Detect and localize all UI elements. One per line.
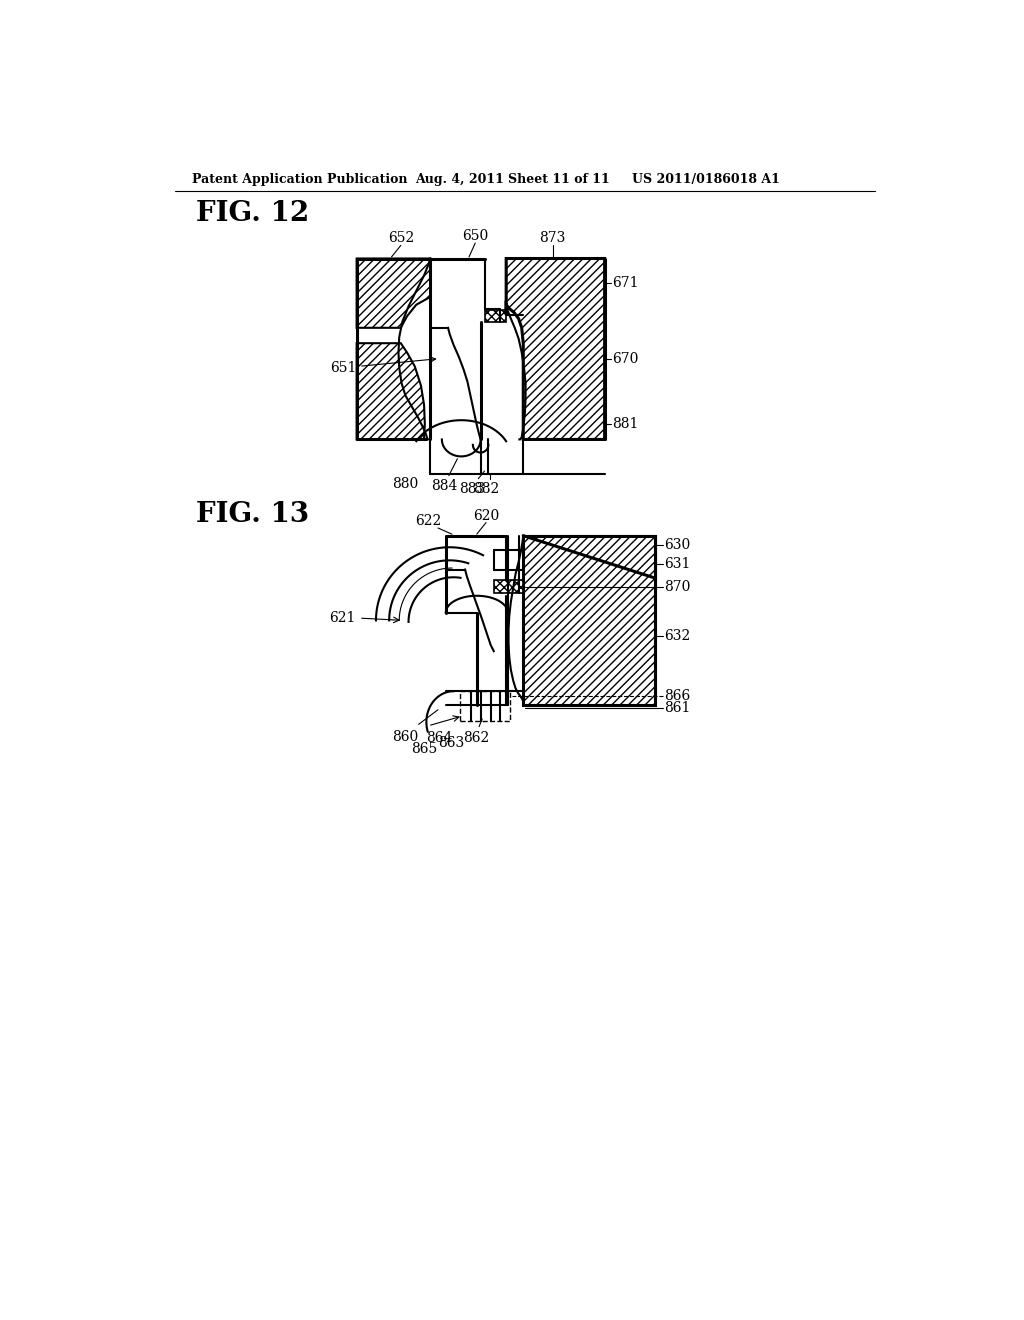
Text: 864: 864 bbox=[426, 731, 453, 746]
Text: 632: 632 bbox=[665, 628, 690, 643]
Text: 882: 882 bbox=[473, 482, 499, 496]
Text: 873: 873 bbox=[540, 231, 566, 244]
Text: 651: 651 bbox=[331, 360, 356, 375]
Text: 670: 670 bbox=[612, 351, 639, 366]
Text: 650: 650 bbox=[462, 230, 488, 243]
Polygon shape bbox=[356, 259, 430, 327]
Text: US 2011/0186018 A1: US 2011/0186018 A1 bbox=[632, 173, 779, 186]
Text: 630: 630 bbox=[665, 539, 690, 552]
Text: 862: 862 bbox=[464, 731, 489, 746]
Text: 861: 861 bbox=[665, 701, 690, 715]
Polygon shape bbox=[523, 536, 655, 578]
Text: 863: 863 bbox=[438, 737, 464, 750]
Text: 884: 884 bbox=[431, 479, 458, 492]
Text: 622: 622 bbox=[416, 513, 441, 528]
Polygon shape bbox=[506, 259, 604, 440]
Bar bbox=[460, 692, 510, 721]
Bar bbox=[484, 310, 506, 322]
Text: 865: 865 bbox=[411, 742, 437, 756]
Text: Patent Application Publication: Patent Application Publication bbox=[193, 173, 408, 186]
Text: 860: 860 bbox=[392, 730, 419, 743]
Text: 870: 870 bbox=[665, 579, 690, 594]
Text: Aug. 4, 2011: Aug. 4, 2011 bbox=[415, 173, 504, 186]
Polygon shape bbox=[523, 536, 655, 705]
Text: 881: 881 bbox=[612, 417, 639, 432]
Text: 621: 621 bbox=[329, 611, 355, 626]
Text: 880: 880 bbox=[392, 478, 419, 491]
Text: 631: 631 bbox=[665, 557, 690, 572]
Text: 671: 671 bbox=[612, 276, 639, 290]
Text: 866: 866 bbox=[665, 689, 690, 702]
Polygon shape bbox=[356, 343, 425, 440]
Text: 883: 883 bbox=[459, 482, 485, 496]
Text: FIG. 13: FIG. 13 bbox=[197, 500, 309, 528]
Text: 652: 652 bbox=[388, 231, 414, 244]
Bar bbox=[494, 579, 523, 594]
Text: FIG. 12: FIG. 12 bbox=[197, 201, 309, 227]
Text: 620: 620 bbox=[473, 508, 499, 523]
Text: Sheet 11 of 11: Sheet 11 of 11 bbox=[508, 173, 609, 186]
